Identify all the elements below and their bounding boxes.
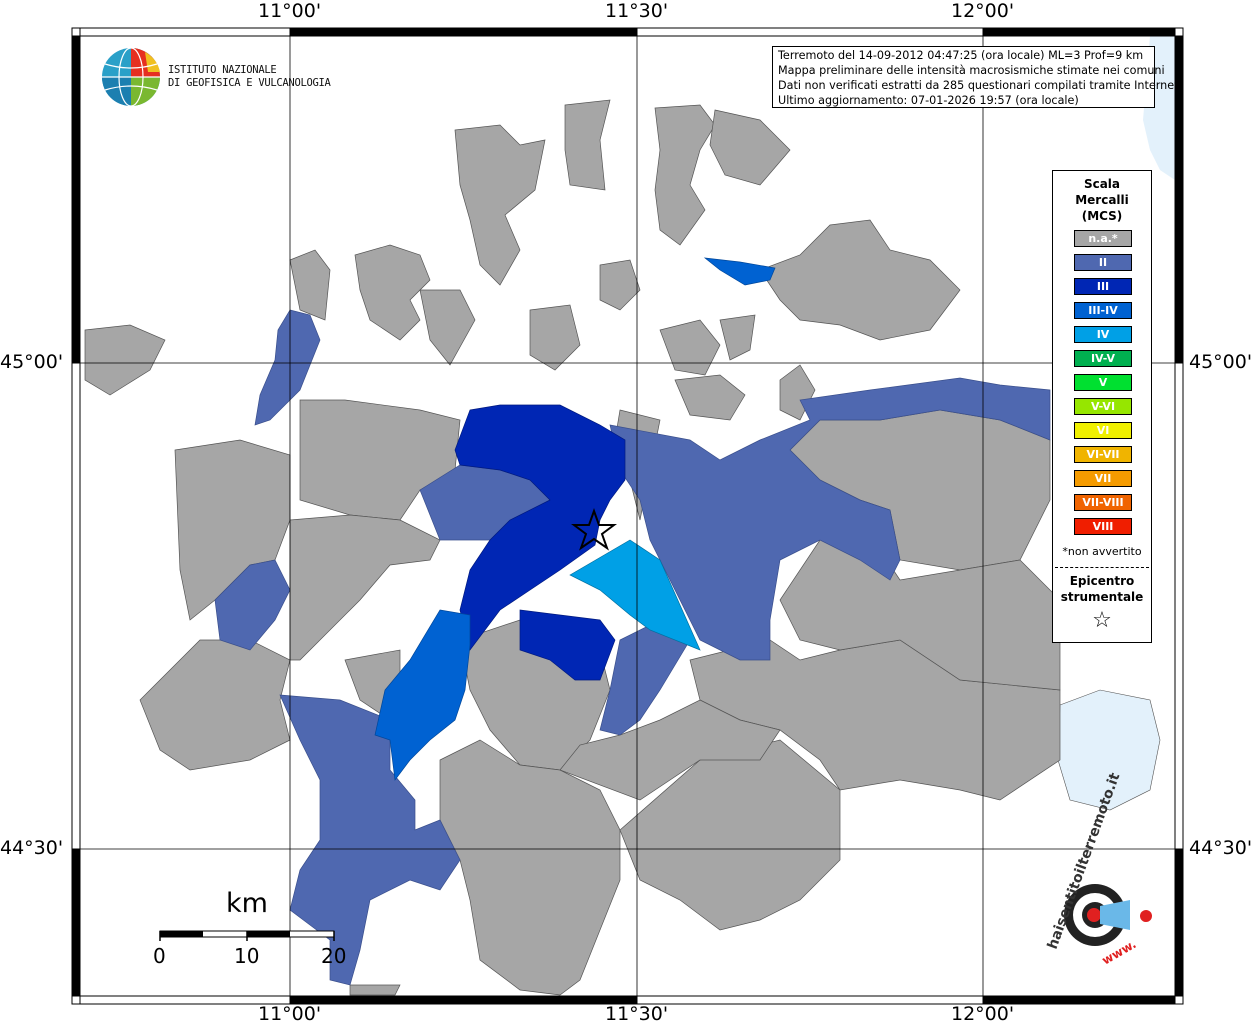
legend-epicenter-2: strumentale	[1060, 590, 1144, 604]
scale-bar	[159, 930, 335, 941]
bottom-tick-1100: 11°00'	[258, 1003, 322, 1025]
info-line-2: Mappa preliminare delle intensità macros…	[778, 64, 1165, 77]
scale-label-10: 10	[234, 944, 260, 968]
info-line-4: Ultimo aggiornamento: 07-01-2026 19:57 (…	[778, 94, 1079, 107]
legend-title-1: Scala	[1083, 177, 1121, 191]
lagoon-area	[1057, 689, 1161, 811]
scale-label-20: 20	[321, 944, 347, 968]
legend-swatch: II	[1074, 254, 1132, 271]
top-tick-1130: 11°30'	[605, 0, 669, 22]
legend-note: *non avvertito	[1062, 545, 1142, 558]
left-tick-4500: 45°00'	[0, 351, 64, 373]
info-line-1: Terremoto del 14-09-2012 04:47:25 (ora l…	[778, 49, 1144, 62]
legend-swatch: V	[1074, 374, 1132, 391]
municipalities-iii-iv	[374, 609, 471, 781]
graticule	[80, 36, 1175, 996]
municipalities-iii	[454, 404, 626, 681]
legend-swatch: VII-VIII	[1074, 494, 1132, 511]
bottom-tick-1200: 12°00'	[951, 1003, 1015, 1025]
scale-label-0: 0	[153, 944, 166, 968]
legend-title: Scala Mercalli (MCS)	[1053, 176, 1151, 224]
right-tick-4430: 44°30'	[1189, 837, 1253, 859]
bottom-tick-1130: 11°30'	[605, 1003, 669, 1025]
earthquake-info-box: Terremoto del 14-09-2012 04:47:25 (ora l…	[772, 46, 1183, 108]
ingv-logo-text: ISTITUTO NAZIONALE DI GEOFISICA E VULCAN…	[168, 64, 331, 90]
mcs-legend: Scala Mercalli (MCS) n.a.* II III III-IV IV I…	[1052, 170, 1152, 643]
map-border	[71, 27, 1184, 1005]
legend-swatch: VI-VII	[1074, 446, 1132, 463]
legend-swatch: VI	[1074, 422, 1132, 439]
municipalities-iv	[569, 539, 701, 651]
legend-star-icon: ☆	[1092, 608, 1112, 633]
info-line-3: Dati non verificati estratti da 285 ques…	[778, 79, 1183, 92]
top-tick-1200: 12°00'	[951, 0, 1015, 22]
legend-title-3: (MCS)	[1081, 209, 1123, 223]
legend-epicenter-1: Epicentro	[1069, 574, 1135, 588]
legend-swatch: VII	[1074, 470, 1132, 487]
legend-swatch: IV-V	[1074, 350, 1132, 367]
legend-swatch: n.a.*	[1074, 230, 1132, 247]
legend-swatch: III	[1074, 278, 1132, 295]
legend-epicenter-label: Epicentro strumentale	[1053, 573, 1151, 605]
logo-line-2: DI GEOFISICA E VULCANOLOGIA	[168, 77, 331, 89]
legend-separator	[1055, 567, 1149, 568]
legend-swatch: IV	[1074, 326, 1132, 343]
right-tick-4500: 45°00'	[1189, 351, 1253, 373]
legend-swatch: V-VI	[1074, 398, 1132, 415]
logo-line-1: ISTITUTO NAZIONALE	[168, 64, 277, 76]
scale-unit: km	[226, 888, 268, 919]
top-tick-1100: 11°00'	[258, 0, 322, 22]
municipality-iii-small	[703, 257, 776, 286]
legend-title-2: Mercalli	[1075, 193, 1129, 207]
legend-swatch: III-IV	[1074, 302, 1132, 319]
municipalities-na	[84, 99, 1061, 996]
left-tick-4430: 44°30'	[0, 837, 64, 859]
ingv-logo-icon	[102, 47, 160, 107]
epicenter-star	[571, 508, 617, 551]
legend-swatch: VIII	[1074, 518, 1132, 535]
